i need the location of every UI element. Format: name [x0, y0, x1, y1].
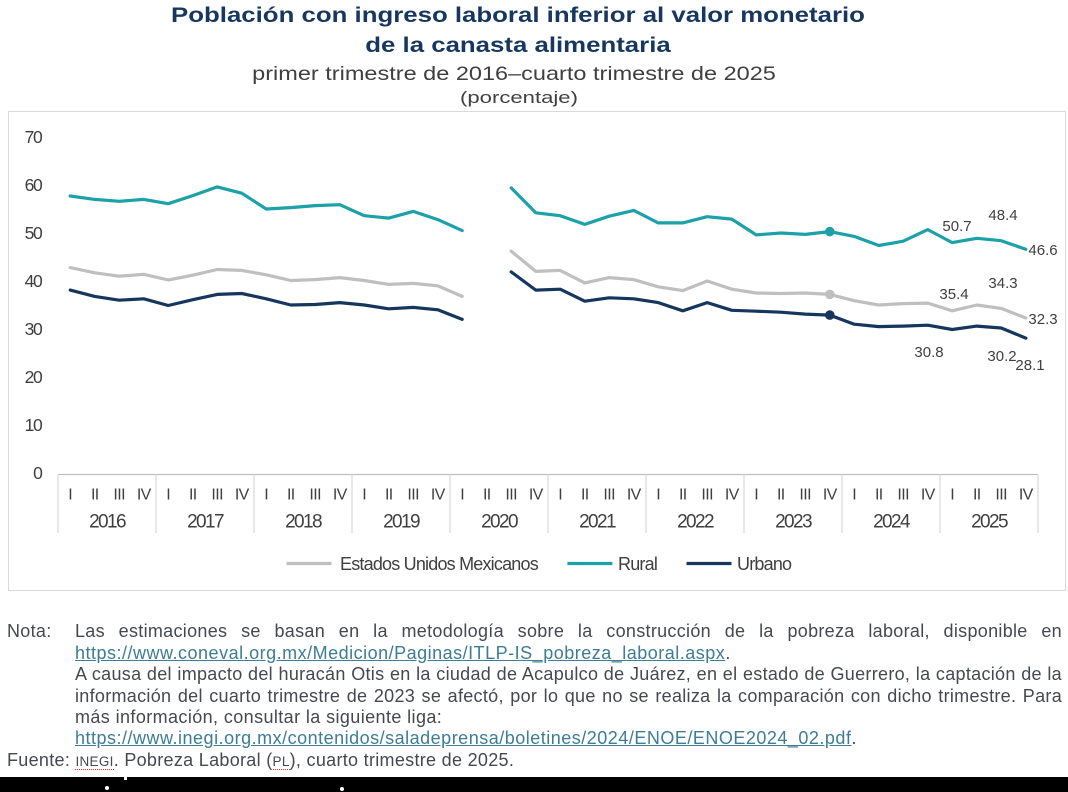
svg-text:I: I	[950, 487, 954, 504]
svg-text:Estados Unidos Mexicanos: Estados Unidos Mexicanos	[340, 554, 539, 574]
svg-text:70: 70	[25, 127, 43, 147]
svg-text:2022: 2022	[677, 512, 714, 533]
svg-text:II: II	[875, 487, 883, 504]
svg-text:35.4: 35.4	[939, 286, 968, 303]
svg-text:IV: IV	[725, 487, 740, 504]
svg-text:0: 0	[33, 463, 43, 483]
svg-text:50: 50	[25, 223, 43, 243]
svg-text:I: I	[558, 487, 562, 504]
svg-text:IV: IV	[333, 487, 348, 504]
svg-text:I: I	[68, 487, 72, 504]
svg-text:30: 30	[25, 319, 43, 339]
svg-text:IV: IV	[431, 487, 446, 504]
svg-text:II: II	[189, 487, 197, 504]
svg-text:60: 60	[25, 175, 43, 195]
svg-text:50.7: 50.7	[942, 218, 971, 235]
svg-text:2021: 2021	[579, 512, 616, 533]
svg-text:I: I	[754, 487, 758, 504]
svg-text:I: I	[166, 487, 170, 504]
svg-text:I: I	[460, 487, 464, 504]
svg-text:30.2: 30.2	[987, 348, 1016, 365]
svg-text:III: III	[211, 487, 223, 504]
svg-text:2024: 2024	[873, 512, 911, 533]
svg-text:IV: IV	[137, 487, 152, 504]
svg-text:10: 10	[25, 415, 43, 435]
svg-text:20: 20	[25, 367, 43, 387]
svg-text:IV: IV	[627, 487, 642, 504]
svg-text:34.3: 34.3	[988, 275, 1017, 292]
svg-text:2019: 2019	[383, 512, 420, 533]
svg-text:IV: IV	[921, 487, 936, 504]
svg-text:III: III	[897, 487, 909, 504]
svg-text:40: 40	[25, 271, 43, 291]
svg-text:III: III	[407, 487, 419, 504]
svg-text:2016: 2016	[89, 512, 126, 533]
svg-text:28.1: 28.1	[1015, 357, 1044, 374]
svg-text:III: III	[701, 487, 713, 504]
svg-text:2023: 2023	[775, 512, 812, 533]
svg-text:II: II	[777, 487, 785, 504]
svg-text:48.4: 48.4	[988, 207, 1017, 224]
svg-text:II: II	[287, 487, 295, 504]
svg-text:Rural: Rural	[618, 554, 657, 574]
svg-text:I: I	[656, 487, 660, 504]
svg-text:I: I	[362, 487, 366, 504]
svg-text:46.6: 46.6	[1028, 242, 1057, 259]
svg-text:2018: 2018	[285, 512, 322, 533]
svg-text:III: III	[995, 487, 1007, 504]
svg-text:III: III	[505, 487, 517, 504]
svg-text:IV: IV	[823, 487, 838, 504]
svg-text:2020: 2020	[481, 512, 518, 533]
svg-text:II: II	[385, 487, 393, 504]
svg-text:II: II	[91, 487, 99, 504]
svg-text:IV: IV	[235, 487, 250, 504]
svg-text:2025: 2025	[971, 512, 1008, 533]
svg-text:32.3: 32.3	[1028, 311, 1057, 328]
svg-text:30.8: 30.8	[914, 344, 943, 361]
svg-text:II: II	[679, 487, 687, 504]
svg-text:IV: IV	[1019, 487, 1034, 504]
svg-text:Urbano: Urbano	[737, 554, 792, 574]
svg-text:I: I	[852, 487, 856, 504]
svg-text:II: II	[581, 487, 589, 504]
svg-text:IV: IV	[529, 487, 544, 504]
svg-text:III: III	[309, 487, 321, 504]
svg-text:2017: 2017	[187, 512, 224, 533]
svg-text:II: II	[483, 487, 491, 504]
svg-text:I: I	[264, 487, 268, 504]
svg-text:II: II	[973, 487, 981, 504]
svg-text:III: III	[603, 487, 615, 504]
svg-text:III: III	[113, 487, 125, 504]
svg-text:III: III	[799, 487, 811, 504]
